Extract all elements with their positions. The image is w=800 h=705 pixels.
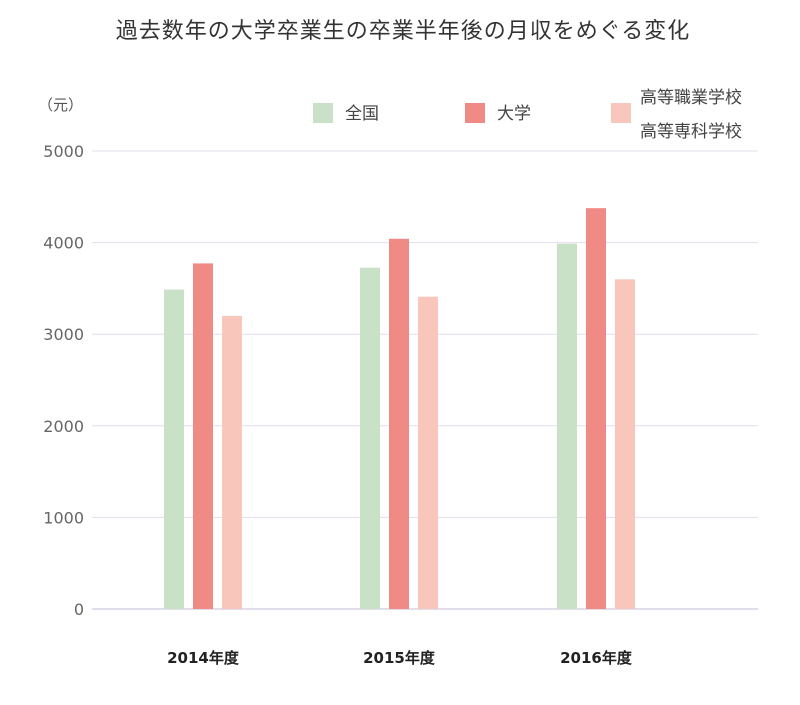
bar-2-2	[615, 279, 635, 609]
legend-label: 高等職業学校	[640, 88, 742, 108]
legend-swatch-2	[611, 103, 631, 123]
y-tick-label: 1000	[43, 508, 84, 527]
y-axis-ticks: 0 1000 2000 3000 4000 5000	[43, 142, 84, 619]
x-category-label: 2015年度	[363, 649, 436, 667]
bar-1-2	[418, 296, 438, 609]
bar-1-1	[389, 238, 409, 609]
bar-2-0	[557, 243, 577, 609]
x-category-label: 2016年度	[560, 649, 633, 667]
bar-1-0	[360, 267, 380, 609]
legend-label: 全国	[345, 104, 379, 124]
y-axis-unit-label: （元）	[38, 96, 83, 114]
legend-label: 大学	[497, 104, 531, 124]
y-tick-label: 2000	[43, 417, 84, 436]
legend-label: 高等専科学校	[640, 122, 742, 142]
x-category-label: 2014年度	[167, 649, 240, 667]
bars	[164, 208, 635, 610]
y-tick-label: 0	[74, 600, 84, 619]
y-tick-label: 4000	[43, 234, 84, 253]
y-tick-label: 5000	[43, 142, 84, 161]
bar-0-2	[222, 315, 242, 609]
bar-2-1	[586, 208, 606, 610]
legend-swatch-1	[465, 103, 485, 123]
x-axis-categories: 2014年度 2015年度 2016年度	[167, 649, 633, 667]
legend-swatch-0	[313, 103, 333, 123]
y-tick-label: 3000	[43, 325, 84, 344]
bar-0-1	[193, 263, 213, 609]
chart-title: 過去数年の大学卒業生の卒業半年後の月収をめぐる変化	[116, 19, 691, 44]
bar-0-0	[164, 289, 184, 609]
